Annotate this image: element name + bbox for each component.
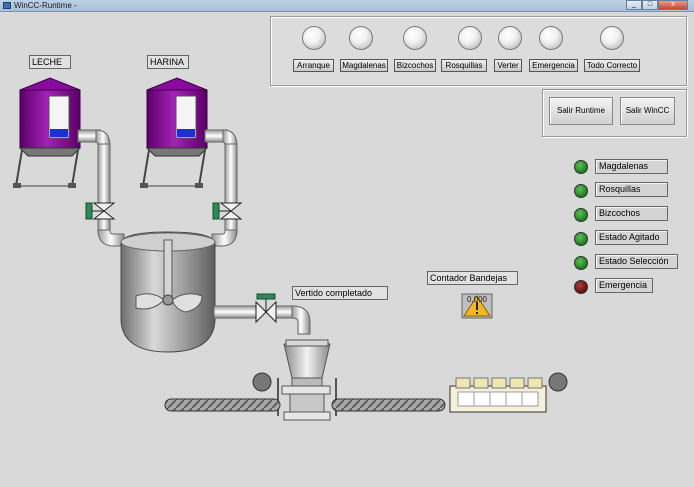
conveyor-left [164,398,281,412]
lamp-emergencia-icon [539,26,563,50]
conveyor-right [331,398,446,412]
pipe-leche [77,129,125,247]
status-bizcochos-label: Bizcochos [595,206,668,221]
sensor-right-icon [548,372,568,392]
rosquillas-button[interactable]: Rosquillas [441,59,487,72]
lamp-rosquillas-icon [458,26,482,50]
emergencia-button[interactable]: Emergencia [529,59,578,72]
counter-title: Contador Bandejas [427,271,518,285]
status-seleccion-led-icon [574,256,588,270]
close-button[interactable]: x [658,0,688,10]
valve-leche-icon [85,202,116,220]
status-magdalenas-label: Magdalenas [595,159,668,174]
bizcochos-button[interactable]: Bizcochos [394,59,436,72]
wincc-app-icon [3,2,11,9]
silo-leche [13,77,82,188]
lamp-bizcochos-icon [403,26,427,50]
status-bizcochos-led-icon [574,208,588,222]
pour-status-label: Vertido completado [292,286,388,300]
window-title: WinCC-Runtime - [14,1,77,10]
lamp-todo-correcto-icon [600,26,624,50]
status-agitado-label: Estado Agitado [595,230,668,245]
maximize-button[interactable]: □ [642,0,658,10]
silo-harina-label: HARINA [147,55,189,69]
lamp-verter-icon [498,26,522,50]
verter-button[interactable]: Verter [494,59,522,72]
todo-correcto-button[interactable]: Todo Correcto [584,59,640,72]
silo-harina [140,77,209,188]
status-emergencia-label: Emergencia [595,278,653,293]
status-agitado-led-icon [574,232,588,246]
minimize-button[interactable]: _ [626,0,642,10]
exit-wincc-button[interactable]: Salir WinCC [620,97,675,125]
title-bar: WinCC-Runtime - _ □ x [0,0,694,12]
status-seleccion-label: Estado Selección [595,254,678,269]
status-emergencia-led-icon [574,280,588,294]
dispenser [277,339,337,421]
sensor-left-icon [252,372,272,392]
status-rosquillas-label: Rosquillas [595,182,668,197]
lamp-arranque-icon [302,26,326,50]
pipe-outlet [213,305,311,335]
exit-runtime-button[interactable]: Salir Runtime [549,97,613,125]
silo-leche-label: LECHE [29,55,71,69]
valve-outlet-icon [255,293,277,324]
tray-icon [449,377,547,413]
status-magdalenas-led-icon [574,160,588,174]
valve-harina-icon [212,202,243,220]
pipe-harina [204,129,238,247]
counter-value: 0,000 [466,295,488,304]
arranque-button[interactable]: Arranque [293,59,334,72]
magdalenas-button[interactable]: Magdalenas [340,59,388,72]
counter-warning-icon [461,293,493,319]
lamp-magdalenas-icon [349,26,373,50]
mixing-tank [120,231,216,353]
status-rosquillas-led-icon [574,184,588,198]
